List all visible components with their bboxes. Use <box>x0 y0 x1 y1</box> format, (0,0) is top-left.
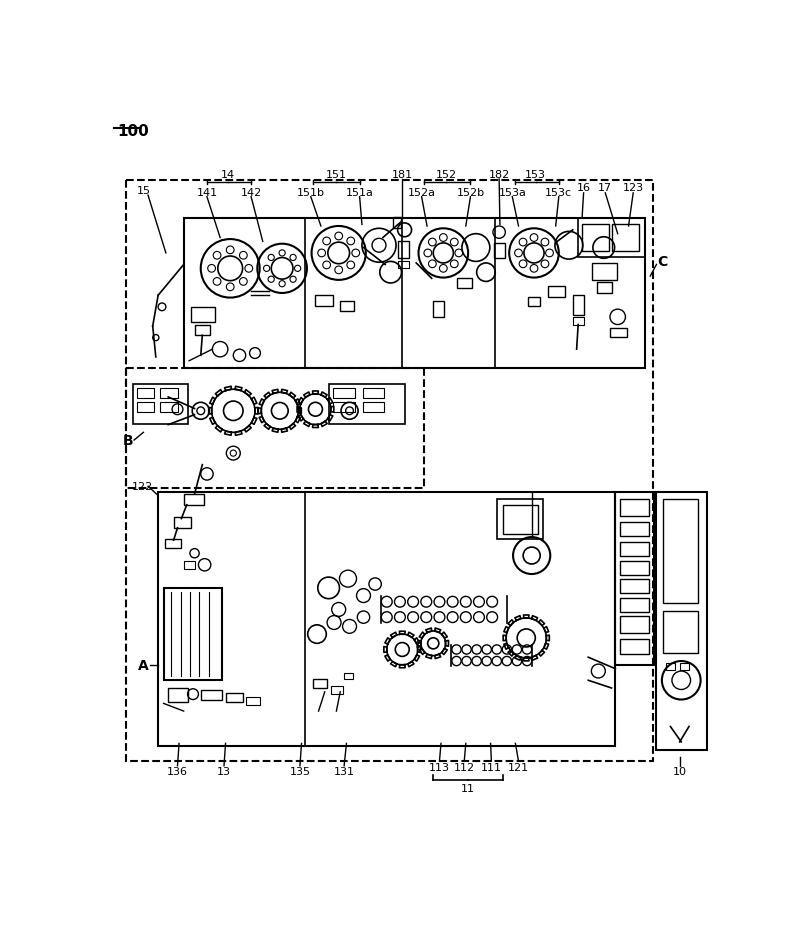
Text: 111: 111 <box>481 762 502 772</box>
Bar <box>191 307 214 323</box>
Bar <box>615 492 654 665</box>
Text: 151: 151 <box>326 170 347 179</box>
Bar <box>313 679 327 689</box>
Bar <box>573 317 584 325</box>
Text: B: B <box>122 433 134 447</box>
Bar <box>398 242 410 259</box>
Bar <box>434 303 444 317</box>
Bar <box>165 539 181 548</box>
Text: C: C <box>658 254 668 268</box>
Bar <box>620 500 650 517</box>
Text: A: A <box>138 658 149 672</box>
Bar <box>592 264 617 280</box>
Text: 122: 122 <box>132 482 154 492</box>
Bar <box>620 522 650 536</box>
Bar <box>329 384 405 424</box>
Bar <box>334 388 355 399</box>
Bar <box>503 506 538 535</box>
Text: 100: 100 <box>117 123 149 138</box>
Text: 13: 13 <box>217 767 231 777</box>
Bar <box>611 226 638 252</box>
Bar <box>620 639 650 654</box>
Text: 131: 131 <box>334 767 354 777</box>
Text: 17: 17 <box>598 184 612 193</box>
Text: 136: 136 <box>167 767 188 777</box>
Bar <box>126 181 653 761</box>
Text: 151a: 151a <box>346 187 374 198</box>
Bar <box>362 388 385 399</box>
Bar <box>158 492 615 746</box>
Bar <box>194 325 210 336</box>
Bar <box>528 298 540 307</box>
Bar <box>620 542 650 556</box>
Text: 152b: 152b <box>456 187 485 198</box>
Bar <box>494 244 505 259</box>
Text: 14: 14 <box>221 170 235 179</box>
Bar <box>226 693 242 702</box>
Text: 11: 11 <box>461 783 475 793</box>
Text: 153a: 153a <box>498 187 526 198</box>
Text: 10: 10 <box>673 767 686 777</box>
Bar <box>597 283 612 293</box>
Text: 182: 182 <box>489 170 510 179</box>
Bar <box>573 296 584 316</box>
Text: 121: 121 <box>508 762 529 772</box>
Bar <box>620 599 650 612</box>
Bar <box>497 500 543 540</box>
Bar <box>362 402 385 413</box>
Bar <box>161 388 178 399</box>
Bar <box>620 580 650 594</box>
Text: 135: 135 <box>290 767 310 777</box>
Bar <box>331 687 342 694</box>
Bar <box>184 561 195 569</box>
Bar <box>663 612 698 653</box>
Bar <box>620 561 650 575</box>
Bar <box>680 664 689 670</box>
Bar <box>344 673 354 679</box>
Bar <box>168 689 188 702</box>
Bar <box>163 588 222 680</box>
Bar <box>246 698 260 705</box>
Text: 15: 15 <box>136 186 150 196</box>
Text: 153: 153 <box>525 170 546 179</box>
Text: 181: 181 <box>392 170 413 179</box>
Bar <box>457 279 472 289</box>
Bar <box>340 303 354 312</box>
Text: 152: 152 <box>436 170 457 179</box>
Bar <box>133 384 188 424</box>
Text: 112: 112 <box>454 762 475 772</box>
Bar <box>582 226 609 252</box>
Bar <box>174 518 190 528</box>
Bar <box>315 296 333 307</box>
Text: 141: 141 <box>196 187 218 198</box>
Bar <box>334 402 355 413</box>
Bar <box>393 217 401 228</box>
Bar <box>184 219 645 369</box>
Bar <box>138 388 154 399</box>
Bar <box>548 287 565 298</box>
Bar <box>184 495 204 505</box>
Bar <box>666 664 675 670</box>
Bar <box>663 500 698 603</box>
Bar <box>610 329 627 338</box>
Bar <box>138 402 154 413</box>
Text: 142: 142 <box>241 187 262 198</box>
Bar <box>657 492 707 750</box>
Bar <box>578 219 645 257</box>
Text: 123: 123 <box>622 184 644 193</box>
Bar <box>620 617 650 634</box>
Bar <box>398 262 410 269</box>
Text: 16: 16 <box>577 184 590 193</box>
Text: 152a: 152a <box>408 187 436 198</box>
Bar <box>161 402 178 413</box>
Text: 153c: 153c <box>546 187 572 198</box>
Text: 151b: 151b <box>297 187 325 198</box>
Bar <box>201 690 222 701</box>
Bar <box>126 369 424 488</box>
Text: 113: 113 <box>429 762 450 772</box>
